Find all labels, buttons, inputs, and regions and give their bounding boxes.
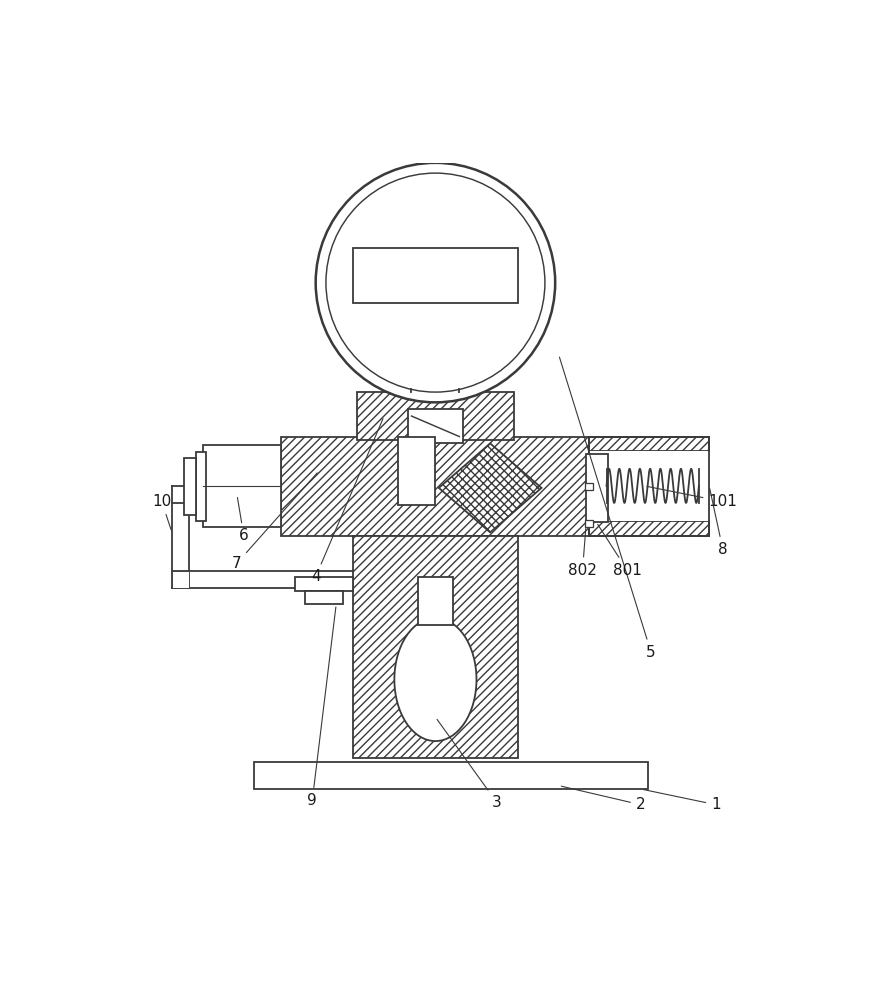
Polygon shape [439,443,541,532]
Bar [590,437,709,451]
Circle shape [326,173,545,392]
Bar [196,452,207,521]
Bar [353,248,517,303]
Bar [254,762,647,789]
Text: 6: 6 [238,497,249,543]
Text: 4: 4 [311,419,383,584]
Bar [590,521,709,536]
Bar [585,483,592,490]
Text: 10: 10 [152,494,171,530]
Text: 5: 5 [560,357,656,660]
Text: 2: 2 [562,786,645,812]
Bar [185,458,196,515]
Circle shape [316,163,555,402]
Ellipse shape [395,618,477,741]
Bar [357,392,514,440]
Bar [203,445,282,527]
Text: 8: 8 [710,489,728,557]
Text: 9: 9 [307,607,336,808]
Bar [590,437,709,536]
Bar [295,577,353,591]
Bar [586,454,608,522]
Bar [282,437,590,536]
Bar [408,409,463,443]
Bar [306,591,343,604]
Text: 101: 101 [647,486,737,509]
Bar [397,437,435,505]
Text: 7: 7 [232,473,317,571]
Text: 1: 1 [644,790,721,812]
Bar [172,571,189,588]
Bar [585,520,592,527]
Text: 3: 3 [437,719,502,810]
Text: 802: 802 [568,528,597,578]
Text: 801: 801 [598,524,641,578]
Bar [353,536,517,758]
Bar [590,451,709,521]
Bar [419,577,453,625]
